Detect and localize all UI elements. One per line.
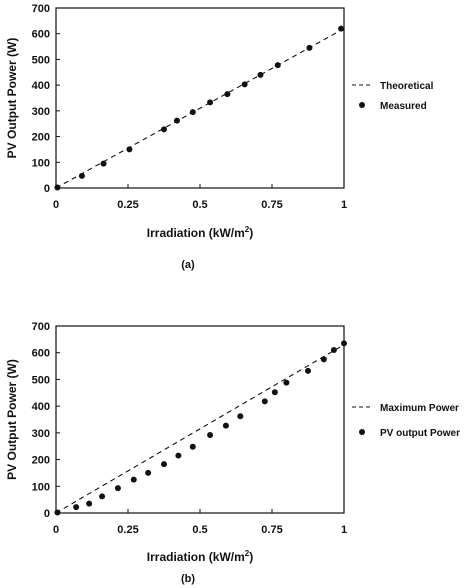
chart-a-data-point xyxy=(257,71,264,78)
chart-b-x-axis-label: Irradiation (kW/m2) xyxy=(147,549,253,564)
chart-b-caption: (b) xyxy=(181,573,195,585)
chart-a-x-tick-label: 0.5 xyxy=(192,199,207,211)
chart-b-legend-dot-symbol xyxy=(359,429,365,435)
chart-b-y-tick-label: 600 xyxy=(32,348,50,360)
chart-b-series-0-line xyxy=(55,344,345,514)
chart-b-data-point xyxy=(271,389,278,396)
chart-b-plot-frame xyxy=(55,325,345,514)
chart-b-data-point xyxy=(99,493,106,500)
chart-a-legend-label: Measured xyxy=(380,101,427,112)
chart-a-data-point xyxy=(207,99,214,106)
chart-a: 0 100 200 300 400 500 600 700 0 0.25 0.5 0.75 1 PV Ou… xyxy=(5,3,434,271)
chart-b-x-tick-label: 0.25 xyxy=(117,524,138,536)
chart-a-data-point xyxy=(274,62,281,69)
chart-a-data-point xyxy=(161,126,167,133)
chart-a-series-0-line xyxy=(55,28,345,189)
chart-b-data-point xyxy=(114,485,121,492)
chart-b-y-tick-label: 0 xyxy=(44,508,50,520)
chart-a-data-point xyxy=(126,146,133,153)
chart-b-data-point xyxy=(189,443,196,450)
chart-a-data-point xyxy=(78,172,85,179)
chart-b-data-point xyxy=(261,398,268,405)
chart-b-x-tick-label: 0 xyxy=(53,524,59,536)
chart-a-y-tick-label: 700 xyxy=(32,3,50,15)
chart-a-y-tick-label: 100 xyxy=(32,157,50,169)
chart-b-y-tick-label: 100 xyxy=(32,481,50,493)
chart-b-data-point xyxy=(73,504,80,511)
chart-a-data-point xyxy=(224,91,231,98)
chart-b-x-tick-label: 0.5 xyxy=(192,524,207,536)
chart-a-data-point xyxy=(173,117,180,124)
chart-a-y-tick-label: 400 xyxy=(32,80,50,92)
chart-a-legend-dot-symbol xyxy=(359,102,365,108)
chart-a-y-tick-label: 600 xyxy=(32,29,50,41)
chart-b-data-point xyxy=(222,422,229,429)
chart-b-data-point xyxy=(341,340,347,347)
chart-b-y-tick-label: 200 xyxy=(32,455,50,467)
chart-a-x-tick-label: 0.75 xyxy=(261,199,282,211)
chart-b-data-point xyxy=(305,367,311,374)
chart-a-x-tick-label: 0 xyxy=(53,199,59,211)
chart-a-x-tick-label: 1 xyxy=(341,199,347,211)
chart-a-y-tick-label: 500 xyxy=(32,54,50,66)
chart-b-legend-label: PV output Power xyxy=(380,428,460,439)
chart-a-x-axis-label: Irradiation (kW/m2) xyxy=(147,225,253,240)
chart-a-legend-label: Theoretical xyxy=(380,81,434,92)
chart-b-y-tick-label: 700 xyxy=(32,321,50,333)
chart-a-data-point xyxy=(54,184,61,191)
chart-b-x-tick-label: 1 xyxy=(341,524,347,536)
chart-a-data-point xyxy=(338,25,345,32)
chart-b-y-tick-label: 500 xyxy=(32,374,50,386)
chart-a-x-tick-label: 0.25 xyxy=(117,199,138,211)
chart-b-data-point xyxy=(237,413,244,420)
chart-b-data-point xyxy=(145,469,152,476)
chart-a-caption: (a) xyxy=(181,259,195,271)
chart-b-legend-label: Maximum Power xyxy=(380,403,459,414)
chart-b-data-point xyxy=(54,509,61,516)
chart-b-data-point xyxy=(330,347,337,354)
chart-b-y-tick-label: 300 xyxy=(32,428,50,440)
chart-b-data-point xyxy=(130,476,137,483)
chart-a-y-tick-label: 0 xyxy=(44,183,50,195)
chart-b-y-tick-label: 400 xyxy=(32,401,50,413)
chart-a-data-point xyxy=(306,44,313,51)
chart-a-y-tick-label: 200 xyxy=(32,132,50,144)
chart-b: 0 100 200 300 400 500 600 700 0 0.25 0.5 0.75 1 PV Ou… xyxy=(5,321,460,585)
chart-a-data-point xyxy=(100,160,107,167)
chart-a-data-point xyxy=(241,81,248,88)
chart-b-data-point xyxy=(86,500,93,507)
chart-a-y-tick-label: 300 xyxy=(32,106,50,118)
chart-b-data-point xyxy=(320,356,327,363)
chart-b-data-point xyxy=(161,461,167,468)
chart-b-y-axis-label: PV Output Power (W) xyxy=(5,359,19,480)
chart-a-y-axis-label: PV Output Power (W) xyxy=(5,38,19,159)
chart-a-plot-frame xyxy=(55,7,345,189)
chart-b-data-point xyxy=(283,379,290,386)
chart-b-data-point xyxy=(207,431,214,438)
chart-a-data-point xyxy=(189,109,196,116)
chart-b-x-tick-label: 0.75 xyxy=(261,524,282,536)
chart-b-data-point xyxy=(175,452,182,459)
